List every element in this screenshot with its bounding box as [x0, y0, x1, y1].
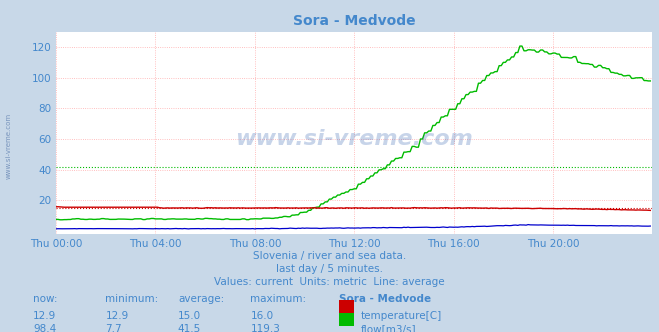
- Text: Slovenia / river and sea data.: Slovenia / river and sea data.: [253, 251, 406, 261]
- Title: Sora - Medvode: Sora - Medvode: [293, 14, 416, 28]
- Text: last day / 5 minutes.: last day / 5 minutes.: [276, 264, 383, 274]
- Text: now:: now:: [33, 294, 57, 304]
- Text: 12.9: 12.9: [33, 311, 56, 321]
- Text: temperature[C]: temperature[C]: [360, 311, 442, 321]
- Text: maximum:: maximum:: [250, 294, 306, 304]
- Text: 119.3: 119.3: [250, 324, 280, 332]
- Text: Sora - Medvode: Sora - Medvode: [339, 294, 432, 304]
- Text: www.si-vreme.com: www.si-vreme.com: [235, 129, 473, 149]
- Text: 41.5: 41.5: [178, 324, 201, 332]
- Text: 98.4: 98.4: [33, 324, 56, 332]
- Text: 16.0: 16.0: [250, 311, 273, 321]
- Text: 12.9: 12.9: [105, 311, 129, 321]
- Text: 7.7: 7.7: [105, 324, 122, 332]
- Text: www.si-vreme.com: www.si-vreme.com: [5, 113, 11, 179]
- Text: 15.0: 15.0: [178, 311, 201, 321]
- Text: minimum:: minimum:: [105, 294, 159, 304]
- Text: average:: average:: [178, 294, 224, 304]
- Text: flow[m3/s]: flow[m3/s]: [360, 324, 416, 332]
- Text: Values: current  Units: metric  Line: average: Values: current Units: metric Line: aver…: [214, 277, 445, 287]
